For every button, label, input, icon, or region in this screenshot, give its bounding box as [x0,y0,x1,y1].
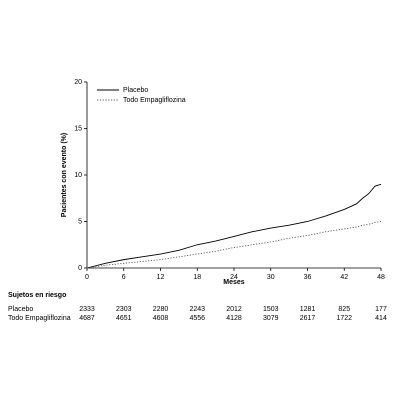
y-tick-label: 10 [74,172,82,179]
x-tick-label: 42 [340,274,348,281]
risk-row-label: Todo Empagliflozina [8,315,71,322]
risk-value: 2012 [226,306,242,313]
legend-label: Placebo [123,87,148,94]
y-tick-label: 15 [74,125,82,132]
x-axis-label: Meses [223,279,245,286]
risk-value: 4608 [153,315,169,322]
x-tick-label: 18 [193,274,201,281]
risk-value: 2303 [116,306,132,313]
risk-value: 1503 [263,306,279,313]
x-tick-label: 30 [267,274,275,281]
risk-value: 4687 [79,315,95,322]
risk-value: 4556 [189,315,205,322]
x-tick-label: 24 [230,274,238,281]
x-tick-label: 36 [304,274,312,281]
series-line [86,221,382,269]
series-line [86,183,382,269]
y-tick-label: 0 [78,265,82,272]
risk-value: 1722 [336,315,352,322]
risk-value: 2280 [153,306,169,313]
y-tick-label: 20 [74,79,82,86]
risk-value: 2333 [79,306,95,313]
risk-value: 1281 [300,306,316,313]
risk-value: 2243 [189,306,205,313]
risk-value: 4128 [226,315,242,322]
x-tick-label: 6 [122,274,126,281]
legend-label: Todo Empagliflozina [123,97,186,104]
risk-value: 4651 [116,315,132,322]
risk-value: 177 [375,306,387,313]
risk-value: 3079 [263,315,279,322]
risk-value: 2617 [300,315,316,322]
y-axis-label: Pacientes con evento (%) [61,133,68,217]
risk-value: 825 [338,306,350,313]
risk-value: 414 [375,315,387,322]
x-tick-label: 12 [157,274,165,281]
x-tick-label: 0 [85,274,89,281]
y-tick-label: 5 [78,218,82,225]
risk-table-title: Sujetos en riesgo [8,292,66,299]
x-tick-label: 48 [377,274,385,281]
risk-row-label: Placebo [8,306,33,313]
